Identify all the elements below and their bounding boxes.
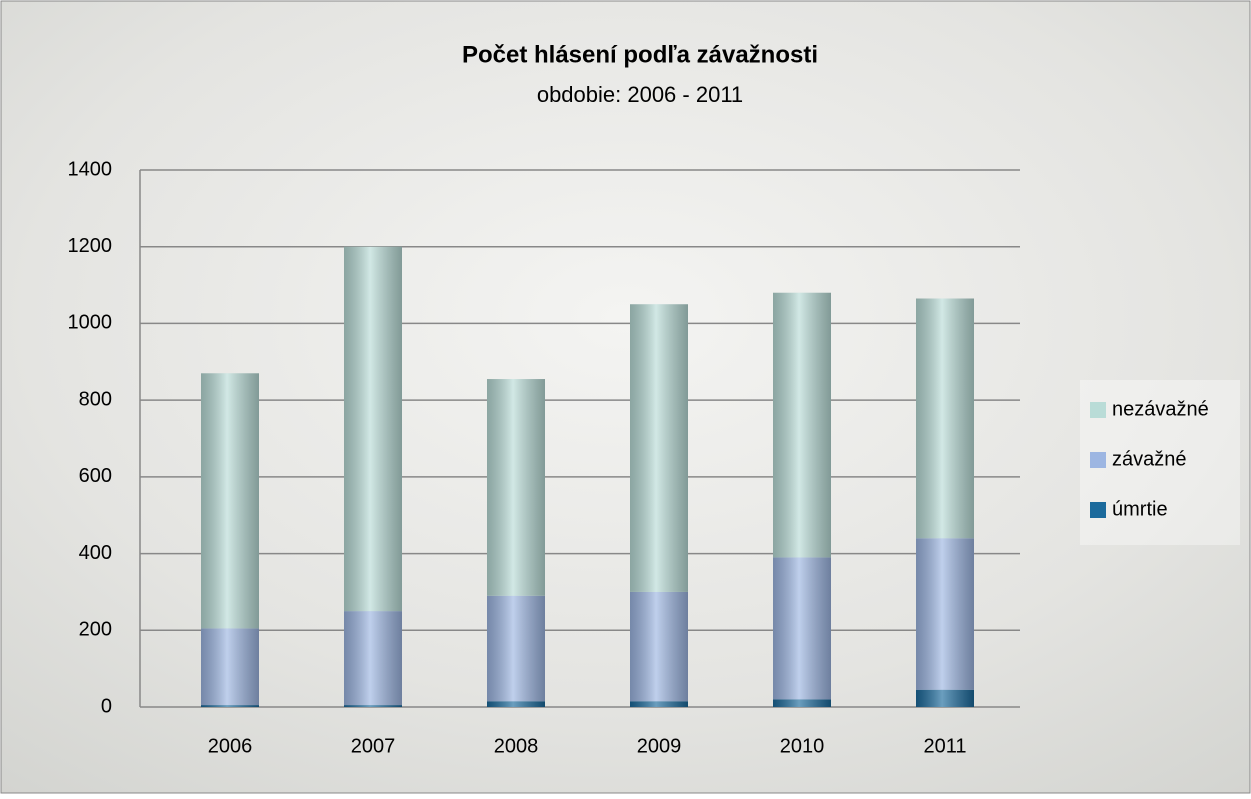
bar-shade xyxy=(201,628,259,706)
legend-label: závažné xyxy=(1112,448,1187,470)
legend-swatch xyxy=(1090,502,1106,518)
bar-shade xyxy=(630,591,688,702)
bar-shade xyxy=(201,705,259,707)
bar-shade xyxy=(344,611,402,706)
x-tick-label: 2006 xyxy=(208,735,253,757)
legend xyxy=(1080,380,1240,545)
y-tick-label: 400 xyxy=(79,542,112,564)
bar-shade xyxy=(487,379,545,596)
chart-subtitle: obdobie: 2006 - 2011 xyxy=(537,82,743,107)
bar-shade xyxy=(630,701,688,707)
bar-shade xyxy=(916,689,974,707)
x-tick-label: 2008 xyxy=(494,735,539,757)
legend-swatch xyxy=(1090,452,1106,468)
x-tick-label: 2010 xyxy=(780,735,825,757)
bar-shade xyxy=(773,557,831,700)
bar-shade xyxy=(630,304,688,592)
y-tick-label: 200 xyxy=(79,619,112,641)
legend-label: úmrtie xyxy=(1112,498,1168,520)
bar-shade xyxy=(487,701,545,707)
x-tick-label: 2009 xyxy=(637,735,682,757)
bar-shade xyxy=(916,538,974,690)
legend-label: nezávažné xyxy=(1112,398,1209,420)
x-tick-label: 2011 xyxy=(923,735,966,757)
bar-shade xyxy=(201,373,259,629)
bar-shade xyxy=(773,292,831,558)
legend-swatch xyxy=(1090,402,1106,418)
bar-shade xyxy=(487,595,545,702)
y-tick-label: 1400 xyxy=(68,158,113,180)
bar-shade xyxy=(344,246,402,612)
y-tick-label: 600 xyxy=(79,465,112,487)
bar-shade xyxy=(916,298,974,539)
x-tick-label: 2007 xyxy=(351,735,396,757)
bar-shade xyxy=(773,699,831,707)
chart-title: Počet hlásení podľa závažnosti xyxy=(462,41,818,68)
bar-shade xyxy=(344,705,402,707)
y-tick-label: 1000 xyxy=(68,312,113,334)
y-tick-label: 1200 xyxy=(68,235,113,257)
y-tick-label: 800 xyxy=(79,388,112,410)
y-tick-label: 0 xyxy=(101,695,112,717)
